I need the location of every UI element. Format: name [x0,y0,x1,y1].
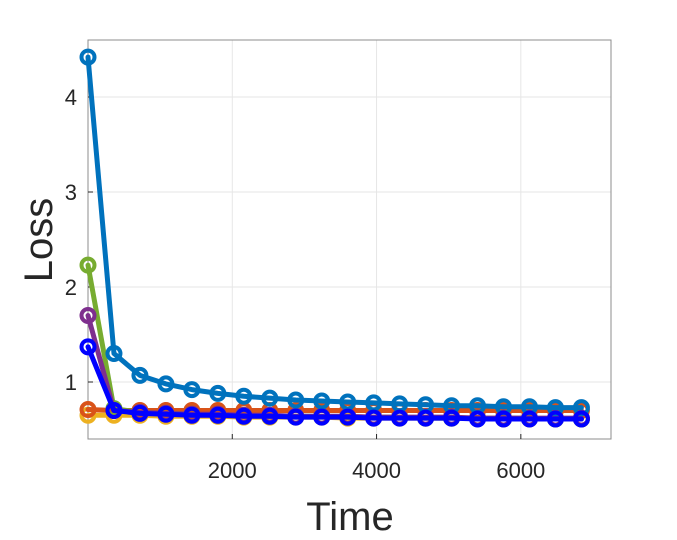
plot-frame [87,39,612,440]
data-point [287,391,305,409]
data-point [131,404,149,422]
series-layer [79,48,590,428]
data-point [183,406,201,424]
data-point [235,387,253,405]
data-point [235,407,253,425]
y-tick-label: 3 [65,180,77,205]
x-axis-label: Time [306,495,393,539]
data-point [209,406,227,424]
data-point [287,408,305,426]
data-point [339,393,357,411]
data-point [79,307,97,324]
data-point [443,409,461,427]
series-line [85,344,584,422]
series-6 [79,338,590,428]
data-point [365,394,383,412]
data-point [131,366,149,384]
data-point [520,410,538,428]
data-point [79,256,97,274]
grid-lines [88,40,611,439]
data-point [469,410,487,428]
data-point [313,392,331,410]
data-point [261,389,279,407]
y-tick-label: 2 [65,275,77,300]
data-point [261,407,279,425]
axis-ticks: 2000 4000 6000 1 2 3 4 [65,85,546,483]
plot-area [88,40,611,439]
data-point [79,48,97,66]
y-tick-label: 1 [65,370,77,395]
x-tick-label: 6000 [496,458,545,483]
data-point [417,409,435,427]
data-point [495,410,513,428]
data-point [79,401,97,419]
data-point [391,409,409,427]
data-point [105,345,123,362]
data-point [365,409,383,427]
data-point [546,410,564,428]
x-tick-label: 2000 [208,458,257,483]
data-point [572,410,590,428]
data-point [183,381,201,399]
data-point [313,408,331,426]
data-point [157,405,175,423]
series-line [85,54,584,411]
series-1 [79,48,590,417]
data-point [209,384,227,402]
x-tick-label: 4000 [352,458,401,483]
y-axis-label: Loss [17,198,61,283]
data-point [79,338,97,356]
y-tick-label: 4 [65,85,77,110]
data-point [157,375,175,393]
data-point [339,408,357,426]
data-point [105,402,123,419]
